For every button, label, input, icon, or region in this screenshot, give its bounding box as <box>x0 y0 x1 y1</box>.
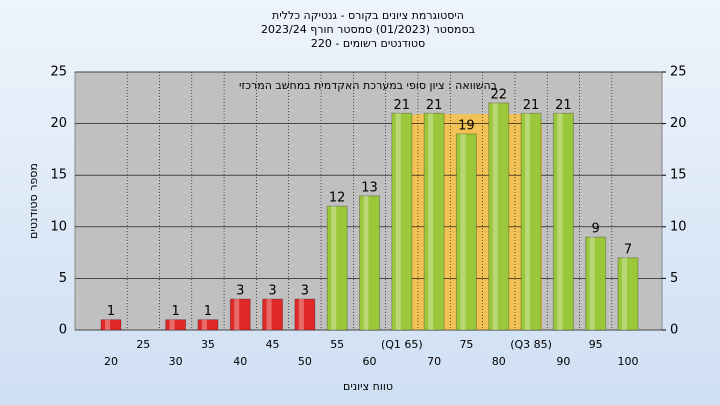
data-label: 12 <box>329 191 346 206</box>
data-label: 1 <box>171 304 179 319</box>
x-tick-label: 90 <box>556 355 570 368</box>
bar <box>294 298 316 331</box>
y-tick-label: 20 <box>50 116 67 131</box>
data-label: 1 <box>107 304 115 319</box>
y2-tick-label: 0 <box>670 323 678 338</box>
y2-tick-label: 15 <box>670 168 687 183</box>
y2-tick-label: 20 <box>670 116 687 131</box>
x-tick-label: 20 <box>104 355 118 368</box>
y-tick-label: 5 <box>59 271 67 286</box>
x-tick-label: 95 <box>589 338 603 351</box>
x-axis-label: טווח ציונים <box>343 380 393 393</box>
y-tick-label: 0 <box>59 323 67 338</box>
bar <box>165 319 187 331</box>
bar <box>520 112 542 331</box>
data-label: 22 <box>490 87 507 102</box>
data-label: 21 <box>555 98 572 113</box>
x-tick-label: 80 <box>492 355 506 368</box>
bar <box>326 205 348 331</box>
bar <box>262 298 284 331</box>
x-tick-label: (Q1 65) <box>381 338 423 351</box>
x-tick-label: 55 <box>330 338 344 351</box>
y-tick-label: 25 <box>50 65 67 80</box>
data-label: 3 <box>268 284 276 299</box>
y-tick-label: 10 <box>50 219 67 234</box>
bar <box>197 319 219 331</box>
y2-tick-label: 5 <box>670 271 678 286</box>
y-tick-label: 15 <box>50 168 67 183</box>
annotation: בהשוואה : ציון סופי במערכת האקדמית במחשב… <box>239 79 497 92</box>
x-tick-label: 50 <box>298 355 312 368</box>
data-label: 3 <box>236 284 244 299</box>
x-tick-label: 30 <box>169 355 183 368</box>
bar <box>359 195 380 331</box>
x-tick-label: 70 <box>427 355 441 368</box>
data-label: 13 <box>361 180 378 195</box>
x-tick-label: 45 <box>266 338 280 351</box>
y2-tick-label: 10 <box>670 219 687 234</box>
bar <box>617 257 639 331</box>
bar <box>488 102 510 331</box>
data-label: 21 <box>523 98 540 113</box>
bar <box>100 319 122 331</box>
data-label: 7 <box>624 242 632 257</box>
data-label: 19 <box>458 118 475 133</box>
x-tick-label: 25 <box>136 338 150 351</box>
x-tick-label: (Q3 85) <box>510 338 552 351</box>
data-label: 21 <box>426 98 443 113</box>
x-tick-label: 35 <box>201 338 215 351</box>
bar <box>585 236 607 331</box>
bar <box>391 112 413 331</box>
bar <box>229 298 251 331</box>
data-label: 9 <box>592 222 600 237</box>
chart-subtitle: בסמסטר (01/2023) סמסטר חורף 2023/24 <box>261 23 475 36</box>
x-tick-label: 75 <box>459 338 473 351</box>
y-axis-label: מספר סטודנטים <box>27 163 40 239</box>
y2-tick-label: 25 <box>670 65 687 80</box>
x-tick-label: 60 <box>363 355 377 368</box>
data-label: 1 <box>204 304 212 319</box>
data-label: 3 <box>301 284 309 299</box>
bar <box>455 133 477 331</box>
bar <box>552 112 574 331</box>
x-tick-label: 40 <box>233 355 247 368</box>
chart-subtitle: סטודנטים רשומים - 220 <box>311 37 425 50</box>
bar <box>423 112 445 331</box>
x-tick-label: 100 <box>618 355 639 368</box>
chart-title: היסטוגרמת ציונים בקורס - גנטיקה כללית <box>272 9 464 22</box>
data-label: 21 <box>394 98 411 113</box>
